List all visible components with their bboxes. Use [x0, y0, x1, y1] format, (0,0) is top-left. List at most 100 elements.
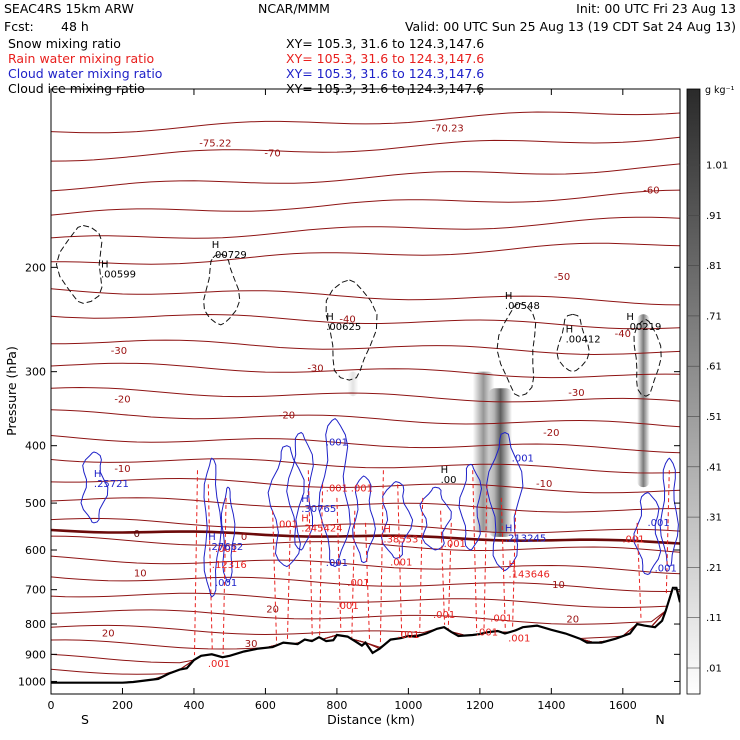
field-snow-name: Snow mixing ratio: [8, 36, 121, 51]
temperature-label-6: -40: [339, 315, 355, 326]
high-marker-6: H.25721: [94, 469, 129, 490]
high-marker-11: H.245424: [301, 513, 342, 534]
y-tick-label-6: 800: [25, 618, 46, 631]
high-marker-value: .30765: [301, 504, 336, 515]
snow-shading-layer: [347, 314, 650, 537]
mixing-ratio-label-5: .001: [444, 539, 466, 550]
temperature-contour-8: [51, 339, 680, 356]
colorbar-label-8: .21: [706, 563, 722, 574]
snow-shading-0: [472, 371, 495, 533]
high-marker-letter: H: [101, 259, 109, 270]
temperature-label-9: -30: [568, 388, 584, 399]
mixing-ratio-label-15: .001: [508, 634, 530, 645]
high-marker-8: H.27662: [208, 532, 243, 553]
rain-streak-20: [665, 470, 670, 597]
rain-streak-18: [512, 510, 517, 628]
mixing-ratio-label-10: .001: [347, 578, 369, 589]
temperature-label-13: -10: [114, 464, 130, 475]
x-tick-label-5: 1000: [394, 699, 422, 712]
cloud-water-contour-0: [203, 457, 223, 598]
x-tick-label-0: 0: [48, 699, 55, 712]
y-tick-label-7: 900: [25, 648, 46, 661]
cloud-water-contour-5: [352, 475, 376, 564]
high-marker-letter: H: [383, 525, 391, 536]
temperature-label-12: -20: [543, 428, 559, 439]
temperature-label-8: -30: [307, 364, 323, 375]
endpoint-left: S: [81, 712, 89, 727]
temperature-label-14: -10: [536, 479, 552, 490]
temperature-label-20: 20: [566, 614, 579, 625]
mixing-ratio-label-12: .001: [433, 610, 455, 621]
colorbar-label-2: .81: [706, 261, 722, 272]
temperature-label-3: -60: [643, 185, 659, 196]
temperature-contour-6: [51, 288, 680, 306]
field-rain-xy: XY= 105.3, 31.6 to 124.3,147.6: [286, 51, 484, 66]
high-marker-4: H.00412: [566, 325, 601, 346]
colorbar-label-1: .91: [706, 211, 722, 222]
temperature-label-5: -40: [615, 329, 631, 340]
colorbar-label-0: 1.01: [706, 161, 728, 172]
high-marker-13: H.143646: [509, 560, 550, 581]
cloud-ice-contour-3: [496, 302, 537, 397]
x-tick-label-8: 1600: [609, 699, 637, 712]
temperature-label-4: -50: [554, 272, 570, 283]
axes: 0 200 400 600 800 1000 1200 1400 160020030040050…: [18, 89, 680, 712]
cloud-water-contour-7: [419, 486, 452, 551]
rain-streak-2: [222, 497, 227, 654]
high-marker-value: .00729: [212, 250, 247, 261]
temperature-contour-3: [51, 189, 680, 216]
high-marker-9: H.213245: [505, 523, 546, 544]
temperature-contour-9: [51, 362, 680, 379]
rain-water-contours: [194, 470, 670, 656]
header: SEAC4RS 15km ARW NCAR/MMM Init: 00 UTC F…: [4, 1, 736, 96]
rain-streak-9: [365, 522, 370, 640]
temperature-contour-21: [51, 601, 680, 625]
mixing-ratio-label-8: .001: [215, 544, 237, 555]
mixing-ratio-label-2: .001: [326, 484, 348, 495]
colorbar-label-9: .11: [706, 613, 722, 624]
field-cloudwater-name: Cloud water mixing ratio: [8, 66, 162, 81]
cloud-ice-contour-4: [556, 313, 590, 373]
temperature-contour-11: [51, 409, 680, 428]
temperature-label-16: 0: [241, 532, 247, 543]
y-tick-label-3: 500: [25, 497, 46, 510]
temperature-contour-17: [51, 535, 680, 553]
cloud-ice-contour-5: [633, 319, 662, 397]
terrain-layer: [51, 586, 680, 694]
temperature-contour-1: [51, 136, 680, 162]
high-marker-letter: H: [566, 325, 574, 336]
x-tick-label-4: 800: [326, 699, 347, 712]
mixing-ratio-label-14: .001: [397, 630, 419, 641]
mixing-ratio-label-19: .001: [647, 518, 669, 529]
rain-streak-7: [336, 497, 342, 632]
high-marker-10: H.00: [441, 465, 457, 486]
snow-shading-3: [347, 371, 359, 397]
high-marker-letter: H: [505, 523, 513, 534]
rain-streak-13: [440, 510, 446, 625]
temperature-contour-7: [51, 313, 680, 330]
colorbar: g kg⁻¹ 1.01 .91 .81 .71 .61 .51 .41 .31 .21 .11 .0…: [686, 85, 735, 695]
temperature-label-17: 10: [134, 569, 147, 580]
high-marker-letter: H: [441, 465, 449, 476]
center-title: NCAR/MMM: [258, 1, 330, 16]
high-marker-letter: H: [94, 469, 102, 480]
rain-streak-17: [500, 497, 506, 630]
x-axis-label: Distance (km): [327, 712, 415, 727]
temperature-contour-22: [51, 601, 680, 640]
endpoint-right: N: [655, 712, 664, 727]
terrain-profile: [51, 586, 680, 684]
rain-streak-8: [351, 510, 356, 639]
colorbar-label-10: .01: [706, 664, 722, 675]
high-marker-letter: H: [212, 240, 220, 251]
rain-streak-4: [286, 522, 291, 641]
high-marker-value: .00599: [101, 269, 136, 280]
y-tick-label-5: 700: [25, 584, 46, 597]
cloud-ice-contour-1: [203, 253, 241, 326]
rain-streak-10: [379, 470, 384, 643]
temperature-contour-13: [51, 458, 680, 474]
mixing-ratio-label-9: .001: [215, 578, 237, 589]
high-marker-value: .00412: [566, 335, 601, 346]
fcst-label: Fcst:: [4, 19, 34, 34]
field-snow-xy: XY= 105.3, 31.6 to 124.3,147.6: [286, 36, 484, 51]
